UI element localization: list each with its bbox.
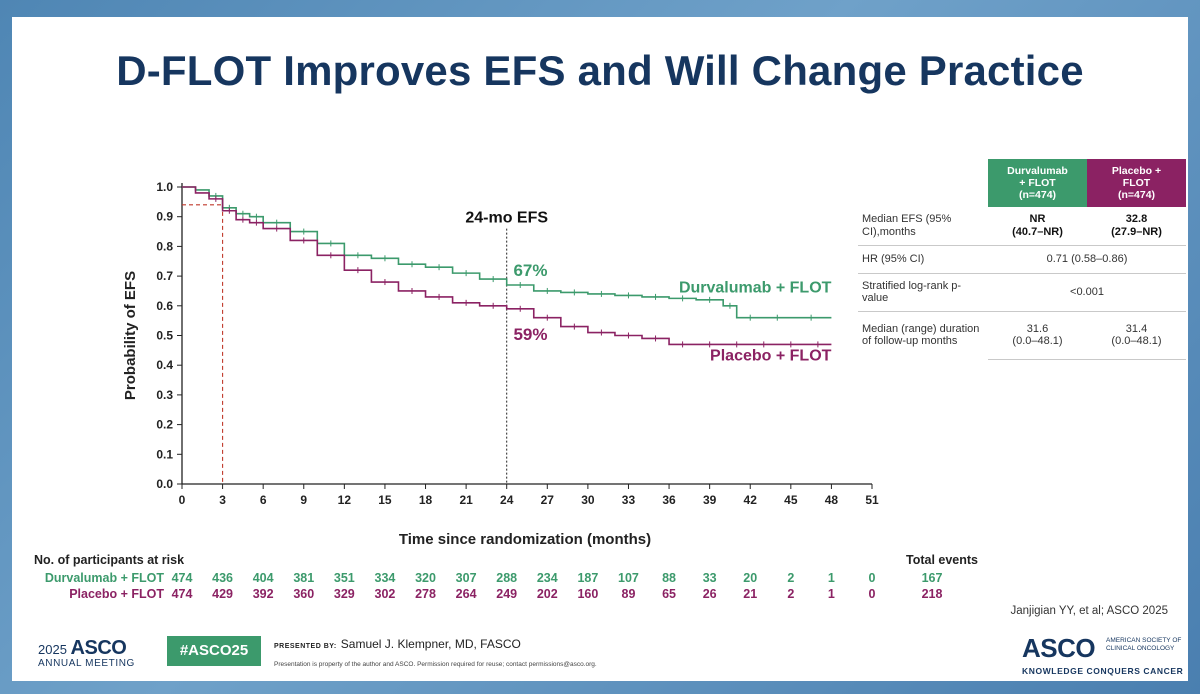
property-note: Presentation is property of the author a…: [274, 661, 597, 668]
x-tick-label: 48: [825, 493, 839, 507]
y-tick-label: 0.2: [156, 418, 173, 432]
total-events-cell: 167: [921, 571, 943, 585]
slide: D-FLOT Improves EFS and Will Change Prac…: [12, 17, 1188, 681]
x-tick-label: 27: [541, 493, 555, 507]
y-tick-label: 0.9: [156, 210, 173, 224]
x-tick-label: 42: [744, 493, 758, 507]
x-tick-label: 24: [500, 493, 514, 507]
y-tick-label: 0.0: [156, 477, 173, 491]
asco-logo-subtitle: AMERICAN SOCIETY OF CLINICAL ONCOLOGY: [1106, 637, 1182, 652]
risk-cell: 436: [212, 571, 233, 585]
x-tick-label: 39: [703, 493, 717, 507]
risk-cell: 234: [536, 571, 558, 585]
km-chart: 0.00.10.20.30.40.50.60.70.80.91.00 3 6 9 12 1…: [122, 180, 879, 548]
y-tick-label: 0.3: [156, 388, 173, 402]
risk-cell: 302: [374, 587, 396, 601]
km-curve-placebo: [182, 186, 832, 346]
y-tick-label: 0.6: [156, 299, 173, 313]
risk-cell: 26: [702, 587, 717, 601]
risk-cell: 392: [252, 587, 274, 601]
risk-cell: 474: [171, 587, 193, 601]
annual-meeting-label: ANNUAL MEETING: [38, 658, 135, 669]
x-tick-label: 15: [378, 493, 392, 507]
col-header-durvalumab: Durvalumab + FLOT (n=474): [988, 159, 1087, 207]
asco-logo: ASCO: [1022, 633, 1096, 663]
y-tick-label: 1.0: [156, 180, 173, 194]
risk-cell: 288: [496, 571, 518, 585]
placebo-24mo-pct: 59%: [513, 325, 547, 344]
y-tick-label: 0.7: [156, 269, 173, 283]
x-tick-label: 51: [865, 493, 879, 507]
asco-motto: KNOWLEDGE CONQUERS CANCER: [1022, 666, 1184, 676]
x-tick-label: 9: [300, 493, 307, 507]
x-tick-label: 6: [260, 493, 267, 507]
risk-cell: 187: [577, 571, 599, 585]
risk-cell: 320: [415, 571, 436, 585]
presenter: PRESENTED BY: Samuel J. Klempner, MD, FAS…: [274, 637, 521, 651]
risk-cell: 249: [496, 587, 518, 601]
x-tick-label: 12: [338, 493, 352, 507]
table-row: Median (range) duration of follow-up mon…: [858, 311, 1186, 360]
x-tick-label: 36: [662, 493, 676, 507]
risk-heading: No. of participants at risk: [34, 553, 185, 567]
risk-cell: 334: [374, 571, 396, 585]
risk-cell: 307: [455, 571, 477, 585]
table-row: HR (95% CI) 0.71 (0.58–0.86): [858, 245, 1186, 274]
risk-cell: 0: [868, 571, 876, 585]
risk-cell: 20: [743, 571, 758, 585]
risk-row-durvalumab-label: Durvalumab + FLOT: [44, 571, 164, 585]
hashtag-badge: #ASCO25: [167, 636, 261, 666]
durvalumab-24mo-pct: 67%: [513, 261, 547, 280]
x-axis-label: Time since randomization (months): [399, 531, 651, 548]
risk-cell: 88: [662, 571, 676, 585]
risk-cell: 264: [455, 587, 477, 601]
x-tick-label: 18: [419, 493, 433, 507]
risk-cell: 89: [621, 587, 636, 601]
risk-cell: 33: [702, 571, 717, 585]
x-tick-label: 33: [622, 493, 636, 507]
risk-cell: 2: [787, 571, 795, 585]
y-tick-label: 0.1: [156, 447, 173, 461]
total-events-heading: Total events: [906, 553, 979, 567]
x-tick-label: 21: [459, 493, 473, 507]
x-tick-label: 45: [784, 493, 798, 507]
risk-cell: 0: [868, 587, 876, 601]
risk-cell: 278: [415, 587, 436, 601]
y-tick-label: 0.8: [156, 239, 173, 253]
risk-cell: 1: [827, 571, 835, 585]
slide-title: D-FLOT Improves EFS and Will Change Prac…: [116, 47, 1084, 94]
placebo-series-label: Placebo + FLOT: [710, 348, 832, 365]
risk-cell: 329: [333, 587, 355, 601]
x-tick-label: 30: [581, 493, 595, 507]
risk-cell: 404: [252, 571, 274, 585]
risk-cell: 160: [577, 587, 599, 601]
risk-row-placebo-label: Placebo + FLOT: [69, 587, 164, 601]
risk-cell: 65: [662, 587, 676, 601]
annotation-title: 24-mo EFS: [465, 210, 548, 227]
risk-cell: 107: [618, 571, 639, 585]
risk-cell: 429: [212, 587, 233, 601]
risk-cell: 474: [171, 571, 193, 585]
y-axis-label: Probability of EFS: [122, 271, 139, 400]
x-tick-label: 0: [179, 493, 186, 507]
risk-cell: 360: [293, 587, 315, 601]
x-tick-label: 3: [219, 493, 226, 507]
citation: Janjigian YY, et al; ASCO 2025: [1010, 605, 1169, 617]
asco-year-logo: 2025 ASCO: [38, 637, 127, 659]
durvalumab-series-label: Durvalumab + FLOT: [679, 279, 832, 296]
risk-cell: 2: [787, 587, 795, 601]
total-events-cell: 218: [921, 587, 943, 601]
efs-summary-table: Durvalumab + FLOT (n=474) Placebo + FLOT (n=…: [858, 159, 1186, 360]
risk-cell: 381: [293, 571, 315, 585]
risk-cell: 351: [333, 571, 355, 585]
risk-cell: 1: [827, 587, 835, 601]
y-tick-label: 0.4: [156, 358, 173, 372]
risk-cell: 21: [743, 587, 758, 601]
y-tick-label: 0.5: [156, 329, 173, 343]
col-header-placebo: Placebo + FLOT (n=474): [1087, 159, 1186, 207]
table-row: Stratified log-rank p-value <0.001: [858, 273, 1186, 312]
risk-cell: 202: [536, 587, 558, 601]
table-row: Median EFS (95% CI),months NR (40.7–NR) 3…: [858, 207, 1186, 246]
